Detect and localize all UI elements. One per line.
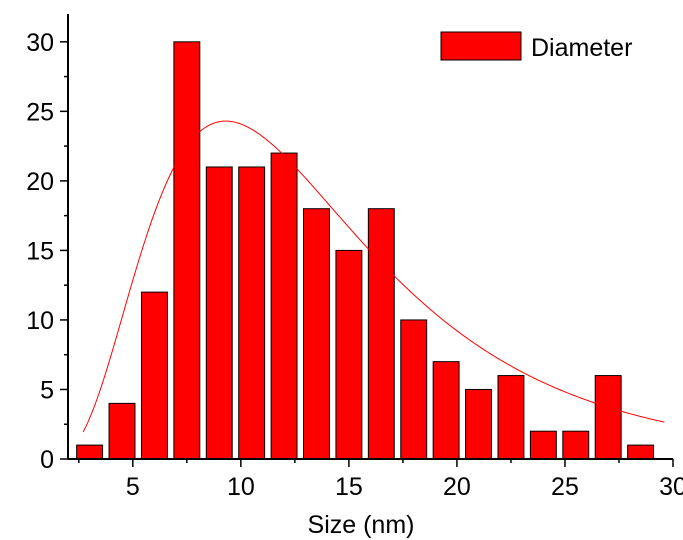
- bar-16.5: [367, 208, 395, 460]
- bar-4.5: [108, 402, 136, 460]
- bar-24: [529, 430, 557, 460]
- bar-18: [400, 319, 428, 460]
- legend: Diameter: [440, 31, 632, 62]
- bar-22.5: [497, 375, 525, 460]
- x-axis-title: Size (nm): [308, 511, 415, 539]
- bar-27: [594, 375, 622, 460]
- x-tick-label: 5: [126, 473, 140, 501]
- bar-12: [270, 152, 298, 460]
- axes-layer: 0 5 10 15 20 25 30 5 10 15 20 25 30: [26, 14, 683, 501]
- legend-swatch-diameter: [440, 31, 522, 61]
- x-tick-label: 30: [659, 473, 683, 501]
- bar-7.5: [173, 41, 201, 460]
- y-tick-label: 10: [26, 307, 54, 335]
- x-tick-label: 20: [443, 473, 471, 501]
- fit-curve: [82, 120, 665, 433]
- x-tick-label: 25: [551, 473, 579, 501]
- bar-21: [465, 388, 493, 460]
- y-tick-label: 15: [26, 237, 54, 265]
- bar-9: [205, 166, 233, 460]
- x-tick-label: 15: [335, 473, 363, 501]
- y-tick-label: 0: [40, 446, 54, 474]
- bar-19.5: [432, 361, 460, 460]
- bar-13.5: [303, 208, 330, 460]
- bar-25.5: [562, 430, 590, 460]
- bar-10.5: [238, 166, 266, 460]
- y-tick-label: 20: [26, 168, 54, 196]
- y-tick-label: 30: [26, 29, 54, 57]
- bar-15: [335, 249, 363, 460]
- bar-3: [76, 444, 104, 460]
- bars-layer: [76, 41, 655, 460]
- y-tick-label: 5: [40, 376, 54, 404]
- bar-6: [140, 291, 168, 460]
- legend-label-diameter: Diameter: [531, 34, 632, 62]
- bar-28.5: [627, 444, 655, 460]
- x-tick-label: 10: [227, 473, 255, 501]
- y-tick-label: 25: [26, 98, 54, 126]
